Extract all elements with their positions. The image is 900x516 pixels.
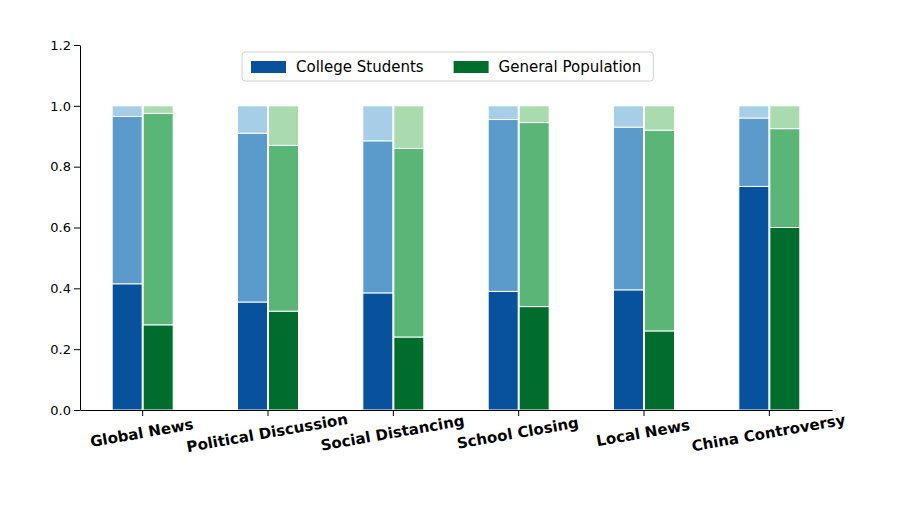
bar-segment: [645, 130, 675, 331]
bar-segment: [770, 129, 800, 228]
bar-segment: [269, 106, 299, 146]
x-tick-mark: [142, 410, 143, 416]
x-tick-mark: [518, 410, 519, 416]
x-tick: Global News: [89, 410, 195, 451]
y-tick: 0.0: [50, 403, 80, 418]
y-tick-label: 0.2: [50, 342, 71, 357]
bar-segment: [645, 331, 675, 410]
x-axis: Global NewsPolitical DiscussionSocial Di…: [81, 410, 847, 456]
bar-segment: [519, 307, 549, 410]
bar-segment: [112, 116, 142, 283]
bar-segment: [143, 106, 173, 114]
bar-segment: [363, 106, 393, 141]
bar-segment: [488, 120, 518, 292]
y-tick-mark: [74, 410, 80, 411]
legend: College Students General Population: [242, 52, 653, 81]
bar-segment: [614, 127, 644, 290]
y-tick: 0.6: [50, 220, 80, 235]
bar-segment: [238, 106, 268, 133]
x-tick-label: Local News: [595, 416, 692, 450]
x-tick-label: Social Distancing: [319, 412, 465, 455]
x-axis-line: [81, 410, 833, 411]
bar-segment: [238, 302, 268, 410]
y-axis: 0.0 0.2 0.4 0.6 0.8 1.0 1.2: [50, 38, 80, 418]
x-tick-label: School Closing: [456, 414, 581, 453]
bar-segment: [645, 106, 675, 130]
y-tick-label: 0.0: [50, 403, 71, 418]
bar-segment: [363, 141, 393, 293]
bar-segment: [488, 106, 518, 120]
x-tick-mark: [393, 410, 394, 416]
y-tick: 1.2: [50, 38, 80, 53]
bar-segment: [770, 228, 800, 411]
y-axis-line: [80, 46, 81, 411]
legend-swatch: [251, 61, 286, 73]
bar-segment: [394, 106, 424, 149]
y-tick-label: 0.8: [50, 159, 71, 174]
bar-segment: [519, 123, 549, 307]
y-tick-mark: [74, 349, 80, 350]
bars: [112, 106, 800, 410]
bar-segment: [238, 133, 268, 302]
y-tick-mark: [74, 45, 80, 46]
bar-segment: [770, 106, 800, 129]
bar-segment: [143, 325, 173, 410]
x-tick: China Controversy: [690, 410, 847, 455]
y-tick-label: 0.6: [50, 220, 71, 235]
y-tick-label: 0.4: [50, 281, 71, 296]
x-tick: School Closing: [456, 410, 581, 453]
bar-segment: [394, 337, 424, 410]
y-tick-mark: [74, 228, 80, 229]
bar-segment: [614, 290, 644, 410]
bar-segment: [112, 284, 142, 410]
chart: 0.0 0.2 0.4 0.6 0.8 1.0 1.2 Global NewsPolitica…: [0, 0, 900, 516]
bar-segment: [363, 293, 393, 410]
y-tick-mark: [74, 167, 80, 168]
bar-segment: [488, 291, 518, 410]
y-tick: 0.4: [50, 281, 80, 296]
x-tick: Local News: [595, 410, 692, 450]
bar-segment: [739, 186, 769, 410]
bar-segment: [614, 106, 644, 127]
legend-label: College Students: [296, 58, 424, 76]
y-tick-label: 1.0: [50, 98, 71, 113]
y-tick: 0.2: [50, 342, 80, 357]
y-tick: 1.0: [50, 98, 80, 113]
x-tick: Social Distancing: [319, 410, 465, 455]
y-tick: 0.8: [50, 159, 80, 174]
y-tick-mark: [74, 106, 80, 107]
legend-swatch: [454, 61, 489, 73]
bar-segment: [269, 311, 299, 410]
x-tick-mark: [644, 410, 645, 416]
legend-box: [242, 52, 653, 81]
bar-segment: [739, 118, 769, 186]
bar-segment: [112, 106, 142, 117]
bar-segment: [394, 148, 424, 337]
bar-segment: [519, 106, 549, 123]
x-tick-mark: [268, 410, 269, 416]
bar-segment: [739, 106, 769, 118]
bar-segment: [269, 145, 299, 311]
x-tick-label: China Controversy: [690, 411, 847, 456]
y-tick-label: 1.2: [50, 38, 71, 53]
y-tick-mark: [74, 288, 80, 289]
legend-label: General Population: [499, 58, 642, 76]
x-tick-mark: [769, 410, 770, 416]
x-tick-label: Global News: [89, 415, 195, 451]
bar-segment: [143, 113, 173, 324]
